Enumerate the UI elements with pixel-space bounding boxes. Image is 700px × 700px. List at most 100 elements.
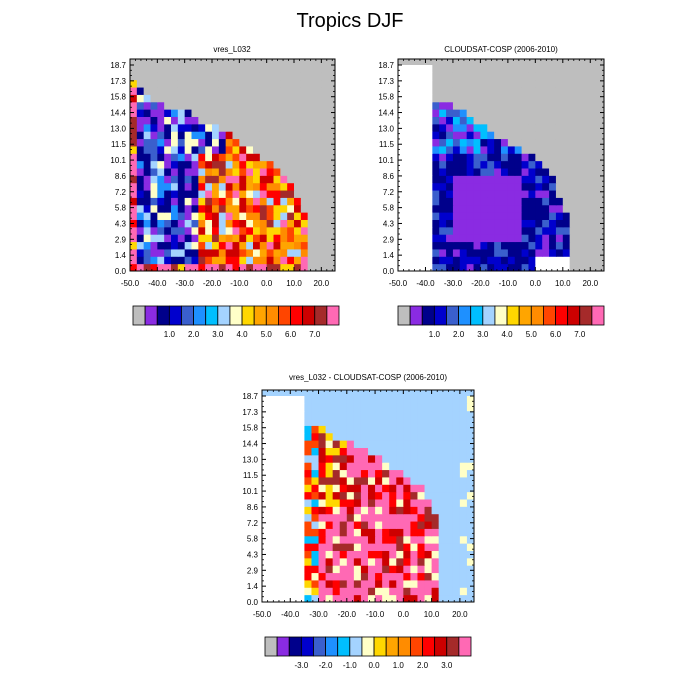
heatmap-cell [452, 212, 461, 220]
heatmap-cell [273, 160, 281, 169]
heatmap-cell [445, 513, 454, 522]
heatmap-cell [417, 543, 426, 551]
heatmap-cell [318, 528, 327, 537]
heatmap-cell [398, 234, 406, 243]
heatmap-cell [555, 72, 564, 81]
heatmap-cell [542, 248, 550, 257]
heatmap-cell [514, 263, 523, 272]
heatmap-cell [325, 594, 334, 603]
heatmap-cell [332, 484, 341, 493]
heatmap-cell [432, 109, 440, 117]
heatmap-cell [403, 403, 411, 412]
heatmap-cell [507, 123, 516, 132]
heatmap-cell [262, 462, 270, 471]
heatmap-cell [300, 138, 309, 147]
heatmap-cell [514, 234, 523, 243]
heatmap-cell [403, 579, 411, 588]
heatmap-cell [266, 234, 274, 243]
heatmap-cell [318, 543, 327, 551]
heatmap-cell [262, 543, 270, 551]
heatmap-cell [307, 263, 315, 272]
heatmap-cell [294, 248, 302, 257]
heatmap-cell [198, 138, 206, 147]
heatmap-cell [521, 64, 529, 73]
heatmap-cell [382, 506, 390, 515]
heatmap-cell [417, 498, 426, 507]
heatmap-cell [398, 87, 406, 95]
heatmap-cell [514, 145, 523, 154]
heatmap-cell [480, 190, 488, 198]
heatmap-cell [466, 131, 475, 140]
heatmap-cell [507, 145, 516, 154]
heatmap-cell [583, 219, 591, 228]
heatmap-cell [521, 256, 529, 265]
heatmap-cell [424, 528, 433, 537]
heatmap-cell [287, 153, 295, 162]
heatmap-cell [432, 87, 440, 95]
heatmap-cell [438, 579, 447, 588]
heatmap-cell [205, 190, 213, 198]
heatmap-cell [389, 462, 397, 471]
heatmap-cell [198, 167, 206, 176]
heatmap-cell [259, 197, 268, 206]
heatmap-cell [507, 212, 516, 220]
y-tick-label: 4.3 [115, 219, 127, 228]
heatmap-cell [418, 138, 426, 147]
heatmap-cell [283, 454, 291, 463]
heatmap-cell [466, 462, 475, 471]
heatmap-cell [360, 454, 369, 463]
heatmap-cell [439, 145, 447, 154]
heatmap-cell [283, 469, 291, 478]
heatmap-cell [136, 248, 145, 257]
heatmap-cell [259, 256, 268, 265]
heatmap-cell [549, 219, 557, 228]
heatmap-cell [404, 123, 413, 132]
heatmap-cell [521, 116, 529, 125]
heatmap-cell [157, 167, 165, 176]
heatmap-cell [452, 521, 461, 529]
heatmap-cell [143, 101, 151, 110]
heatmap-cell [501, 138, 509, 147]
heatmap-cell [311, 498, 320, 507]
heatmap-cell [487, 109, 495, 117]
heatmap-cell [398, 175, 406, 184]
heatmap-cell [549, 116, 557, 125]
heatmap-cell [382, 484, 390, 493]
heatmap-cell [239, 64, 247, 73]
heatmap-cell [225, 116, 233, 125]
heatmap-cell [198, 204, 206, 213]
heatmap-cell [171, 248, 179, 257]
heatmap-cell [294, 160, 302, 169]
heatmap-cell [325, 572, 334, 581]
heatmap-cell [191, 175, 199, 184]
heatmap-cell [332, 506, 341, 515]
y-tick-label: 10.1 [378, 156, 394, 165]
heatmap-cell [339, 425, 348, 434]
heatmap-cell [353, 447, 362, 456]
heatmap-cell [432, 263, 440, 272]
heatmap-cell [177, 145, 186, 154]
heatmap-cell [360, 395, 369, 404]
heatmap-cell [411, 263, 420, 272]
heatmap-cell [459, 476, 468, 485]
heatmap-cell [232, 64, 240, 73]
heatmap-cell [459, 160, 468, 169]
heatmap-cell [439, 197, 447, 206]
colorbar-label: 2.0 [417, 661, 429, 670]
panel-model-title: vres_L032 [213, 45, 251, 54]
heatmap-cell [446, 234, 454, 243]
heatmap-cell [314, 123, 322, 132]
colorbar-swatch [397, 636, 411, 657]
heatmap-cell [311, 543, 320, 551]
heatmap-cell [225, 131, 233, 140]
heatmap-cell [218, 182, 227, 191]
heatmap-cell [590, 79, 598, 88]
heatmap-cell [198, 197, 206, 206]
heatmap-cell [311, 418, 320, 426]
heatmap-cell [562, 234, 571, 243]
heatmap-cell [314, 72, 322, 81]
heatmap-cell [404, 153, 413, 162]
heatmap-cell [389, 498, 397, 507]
heatmap-cell [184, 79, 192, 88]
heatmap-cell [528, 160, 536, 169]
